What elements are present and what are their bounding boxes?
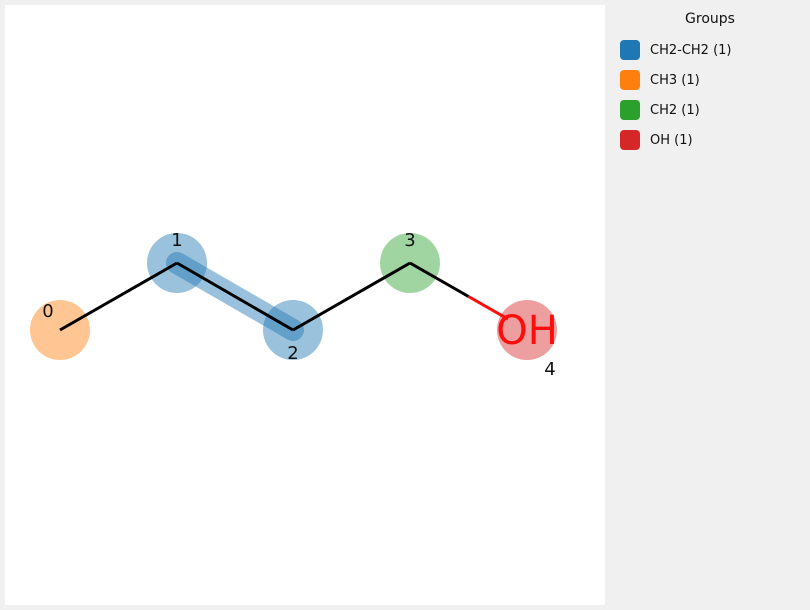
legend: Groups CH2-CH2 (1) CH3 (1) CH2 (1) OH (1… bbox=[610, 5, 810, 605]
bond-half bbox=[409, 261, 470, 298]
legend-title: Groups bbox=[685, 11, 735, 27]
atom-highlight-4 bbox=[497, 300, 557, 360]
atom-index-label: 1 bbox=[171, 230, 182, 251]
legend-swatch bbox=[620, 40, 640, 60]
bond bbox=[59, 261, 178, 332]
legend-item-oh: OH (1) bbox=[620, 125, 732, 155]
atom-index-label: 3 bbox=[404, 230, 415, 251]
legend-swatch bbox=[620, 100, 640, 120]
molecule-diagram: OH 0 1 2 3 4 bbox=[30, 230, 558, 380]
legend-label: CH2-CH2 (1) bbox=[650, 42, 732, 58]
legend-label: CH2 (1) bbox=[650, 102, 700, 118]
atom-symbol: OH bbox=[496, 308, 558, 354]
atom-index-labels: 0 1 2 3 4 bbox=[42, 230, 555, 380]
atom-index-label: 4 bbox=[544, 359, 555, 380]
bond bbox=[176, 261, 294, 332]
bonds bbox=[59, 261, 509, 332]
atom-index-label: 0 bbox=[42, 301, 53, 322]
legend-label: OH (1) bbox=[650, 132, 693, 148]
group-atom-highlights bbox=[30, 233, 557, 360]
bond-half bbox=[467, 295, 509, 321]
legend-list: CH2-CH2 (1) CH3 (1) CH2 (1) OH (1) bbox=[620, 35, 732, 155]
legend-label: CH3 (1) bbox=[650, 72, 700, 88]
legend-swatch bbox=[620, 130, 640, 150]
legend-item-ch2: CH2 (1) bbox=[620, 95, 732, 125]
atom-index-label: 2 bbox=[287, 343, 298, 364]
legend-item-ch3: CH3 (1) bbox=[620, 65, 732, 95]
molecule-canvas: OH 0 1 2 3 4 bbox=[5, 5, 605, 605]
bond bbox=[292, 261, 411, 332]
legend-swatch bbox=[620, 70, 640, 90]
atom-symbols: OH bbox=[496, 308, 558, 354]
legend-item-ch2-ch2: CH2-CH2 (1) bbox=[620, 35, 732, 65]
